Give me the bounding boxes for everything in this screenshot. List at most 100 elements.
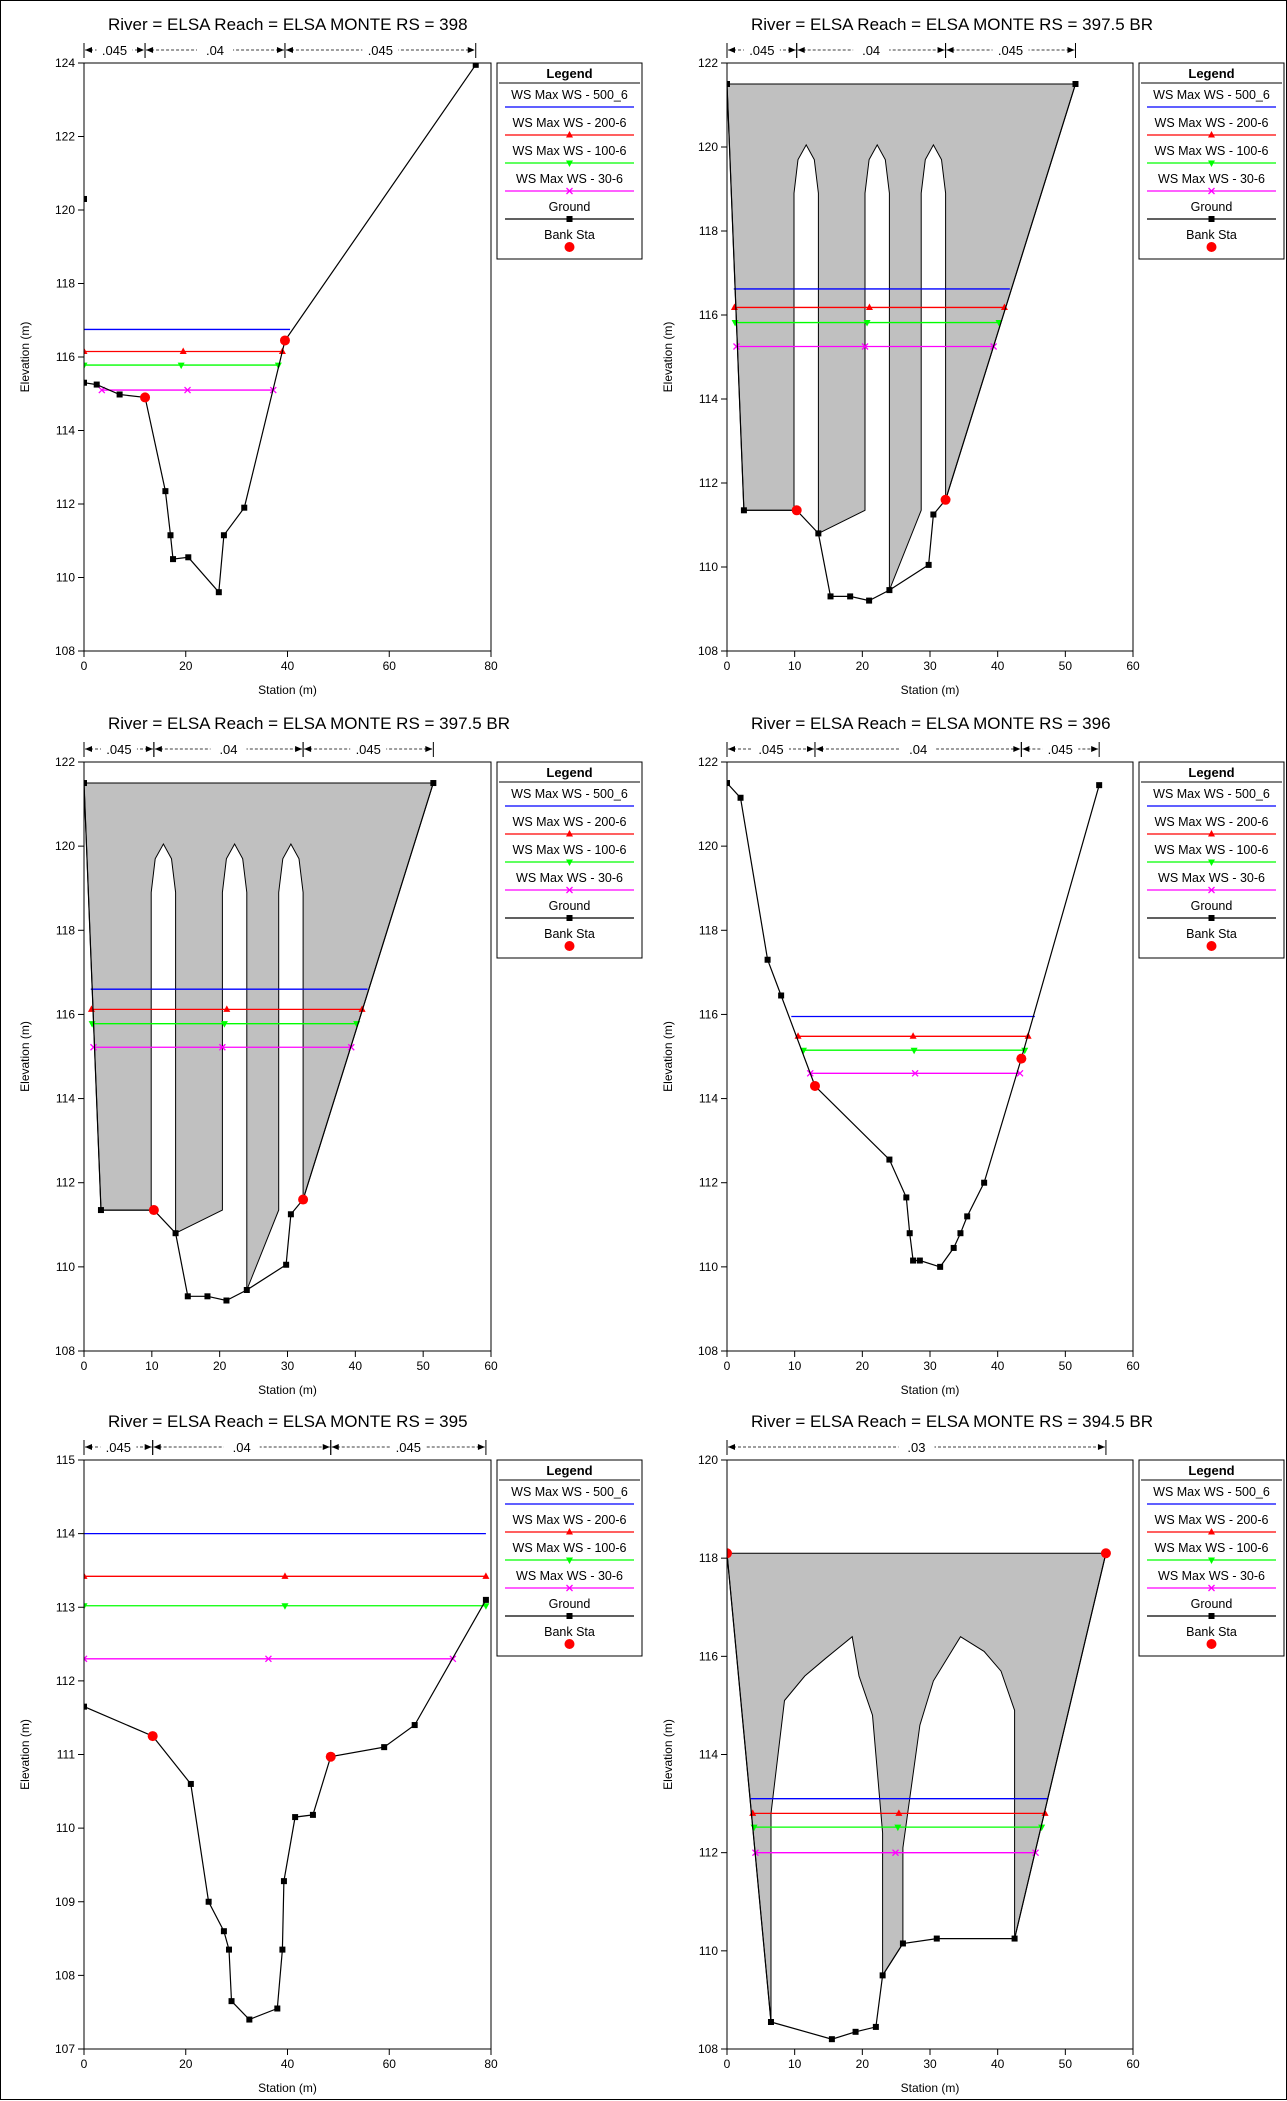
ground-point <box>767 2019 774 2026</box>
y-tick-label: 118 <box>699 1551 718 1565</box>
x-tick-label: 50 <box>1059 2057 1073 2071</box>
x-tick-label: 20 <box>179 2057 193 2071</box>
x-tick-label: 0 <box>81 1359 88 1373</box>
ws-marker <box>894 1824 902 1832</box>
x-tick-label: 80 <box>484 2057 498 2071</box>
manning-label-bg <box>96 42 133 58</box>
x-tick-label: 50 <box>1059 659 1073 673</box>
legend: Legend WS Max WS - 500_6 WS Max WS - 200-6… <box>1138 761 1285 959</box>
manning-label-bg <box>898 1439 935 1455</box>
manning-arrow <box>85 1444 92 1450</box>
y-tick-label: 108 <box>55 1344 75 1358</box>
y-tick-label: 112 <box>56 497 75 511</box>
y-tick-label: 112 <box>699 476 718 490</box>
y-tick-label: 114 <box>699 1092 718 1106</box>
legend-marker-sample <box>1208 886 1215 894</box>
manning-arrow <box>1013 746 1021 752</box>
ws-marker <box>865 303 873 310</box>
ws-marker <box>179 347 187 354</box>
legend-label: Bank Sta <box>544 228 595 242</box>
chart-title: River = ELSA Reach = ELSA MONTE RS = 398 <box>108 15 468 34</box>
ground-point <box>930 511 937 518</box>
y-tick-label: 112 <box>56 1674 75 1688</box>
y-tick-label: 110 <box>699 1944 718 1958</box>
legend-title: Legend <box>546 66 592 81</box>
x-tick-label: 20 <box>856 2057 870 2071</box>
manning-arrow <box>154 746 162 752</box>
x-tick-label: 50 <box>416 1359 430 1373</box>
legend-title: Legend <box>1188 66 1234 81</box>
legend-marker-sample <box>1208 915 1215 921</box>
ws-marker <box>910 1047 918 1055</box>
ws-marker <box>733 343 740 350</box>
ground-point <box>1011 1935 1018 1942</box>
ws-marker <box>264 1655 272 1663</box>
chart-panel-6: River = ELSA Reach = ELSA MONTE RS = 394… <box>661 1412 1285 2095</box>
ground-point <box>187 1780 194 1787</box>
manning-arrow <box>85 746 92 752</box>
ground-point <box>1096 782 1103 789</box>
ws-marker <box>223 1005 231 1012</box>
y-tick-label: 112 <box>699 1176 718 1190</box>
manning-n-label: .045 <box>998 43 1023 58</box>
manning-n-label: .045 <box>106 1440 131 1455</box>
legend-label: Bank Sta <box>1186 1625 1237 1639</box>
y-tick-label: 120 <box>55 839 75 853</box>
bank-station-point <box>140 392 151 403</box>
y-tick-label: 112 <box>56 1176 75 1190</box>
y-tick-label: 110 <box>56 1821 75 1835</box>
y-tick-label: 114 <box>699 1748 718 1762</box>
ground-point <box>84 195 87 202</box>
y-tick-label: 110 <box>56 1260 75 1274</box>
manning-arrow <box>946 47 954 53</box>
manning-label-bg <box>1042 741 1079 757</box>
x-tick-label: 40 <box>991 1359 1005 1373</box>
plot-frame <box>726 761 1134 1352</box>
ground-point <box>228 1998 235 2005</box>
ground-point <box>886 1156 893 1163</box>
legend-marker-sample <box>1208 216 1215 222</box>
ws-marker <box>281 1572 289 1579</box>
manning-label-bg <box>743 42 780 58</box>
ws-marker <box>84 1572 88 1579</box>
y-tick-label: 118 <box>699 923 718 937</box>
x-tick-label: 60 <box>484 1359 498 1373</box>
legend-label: WS Max WS - 100-6 <box>513 843 627 857</box>
ws-marker <box>1000 303 1008 310</box>
legend-marker-sample <box>564 941 575 951</box>
ws-marker <box>84 1655 88 1663</box>
x-axis-label: Station (m) <box>258 683 317 697</box>
chart-panel-3: River = ELSA Reach = ELSA MONTE RS = 397… <box>18 714 643 1397</box>
legend-label: WS Max WS - 100-6 <box>513 144 627 158</box>
legend-label: WS Max WS - 30-6 <box>516 172 623 186</box>
bank-station-point <box>148 1205 159 1216</box>
legend-marker-sample <box>566 1584 573 1592</box>
y-axis-label: Elevation (m) <box>661 1719 675 1790</box>
legend-label: WS Max WS - 100-6 <box>1155 1541 1269 1555</box>
ws-marker <box>911 1069 919 1077</box>
chart-title: River = ELSA Reach = ELSA MONTE RS = 397… <box>751 15 1153 34</box>
manning-n-label: .045 <box>758 742 783 757</box>
ground-point <box>964 1213 971 1220</box>
manning-arrow <box>728 47 735 53</box>
y-tick-label: 113 <box>56 1600 75 1614</box>
legend-label: WS Max WS - 200-6 <box>513 1513 627 1527</box>
ground-point <box>886 587 893 594</box>
legend-marker-sample <box>1208 1557 1215 1564</box>
ground-point <box>287 1211 294 1218</box>
y-tick-label: 114 <box>56 1527 75 1541</box>
legend: Legend WS Max WS - 500_6 WS Max WS - 200-6… <box>1138 1459 1285 1657</box>
ground-point <box>220 1928 227 1935</box>
x-tick-label: 50 <box>1059 1359 1073 1373</box>
ws-marker <box>358 1005 366 1012</box>
ws-marker <box>482 1603 490 1610</box>
chart-title: River = ELSA Reach = ELSA MONTE RS = 394… <box>751 1412 1153 1431</box>
bridge-fill <box>84 782 434 1291</box>
manning-arrow <box>1022 746 1030 752</box>
manning-arrow <box>728 1444 735 1450</box>
legend-marker-sample <box>1206 242 1217 252</box>
ground-point <box>727 81 730 87</box>
ground-point <box>933 1935 940 1942</box>
ground-point <box>274 2005 281 2012</box>
manning-arrow <box>295 746 303 752</box>
